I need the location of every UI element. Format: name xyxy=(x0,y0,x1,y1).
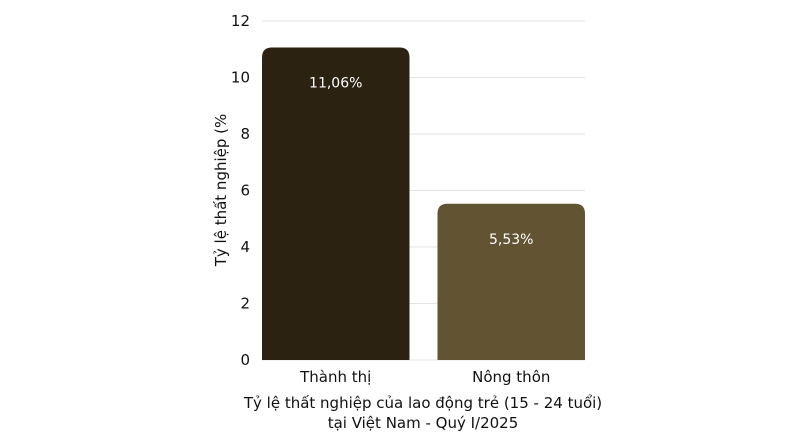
y-tick-label: 4 xyxy=(240,238,250,256)
y-tick-label: 12 xyxy=(231,12,250,30)
y-tick-label: 0 xyxy=(240,351,250,369)
category-label-2: Nông thôn xyxy=(472,368,550,386)
y-tick-label: 10 xyxy=(231,69,250,87)
y-tick-label: 2 xyxy=(240,295,250,313)
bar-2 xyxy=(437,203,585,360)
x-axis-categories: Thành thị Nông thôn xyxy=(299,368,550,386)
x-axis-title-line-1: Tỷ lệ thất nghiệp của lao động trẻ (15 -… xyxy=(243,394,602,412)
bars xyxy=(262,47,585,361)
data-label-1: 11,06% xyxy=(309,76,362,92)
y-axis-ticks: 0 2 4 6 8 10 12 xyxy=(231,12,250,369)
category-label-1: Thành thị xyxy=(299,368,371,386)
y-tick-label: 6 xyxy=(240,182,250,200)
y-tick-label: 8 xyxy=(240,125,250,143)
data-label-2: 5,53% xyxy=(489,232,533,248)
bar-1 xyxy=(262,47,410,361)
data-labels: 11,06% 5,53% xyxy=(309,76,533,248)
x-axis-title-line-2: tại Việt Nam - Quý I/2025 xyxy=(328,414,519,432)
y-axis-title: Tỷ lệ thất nghiệp (% xyxy=(212,114,230,268)
